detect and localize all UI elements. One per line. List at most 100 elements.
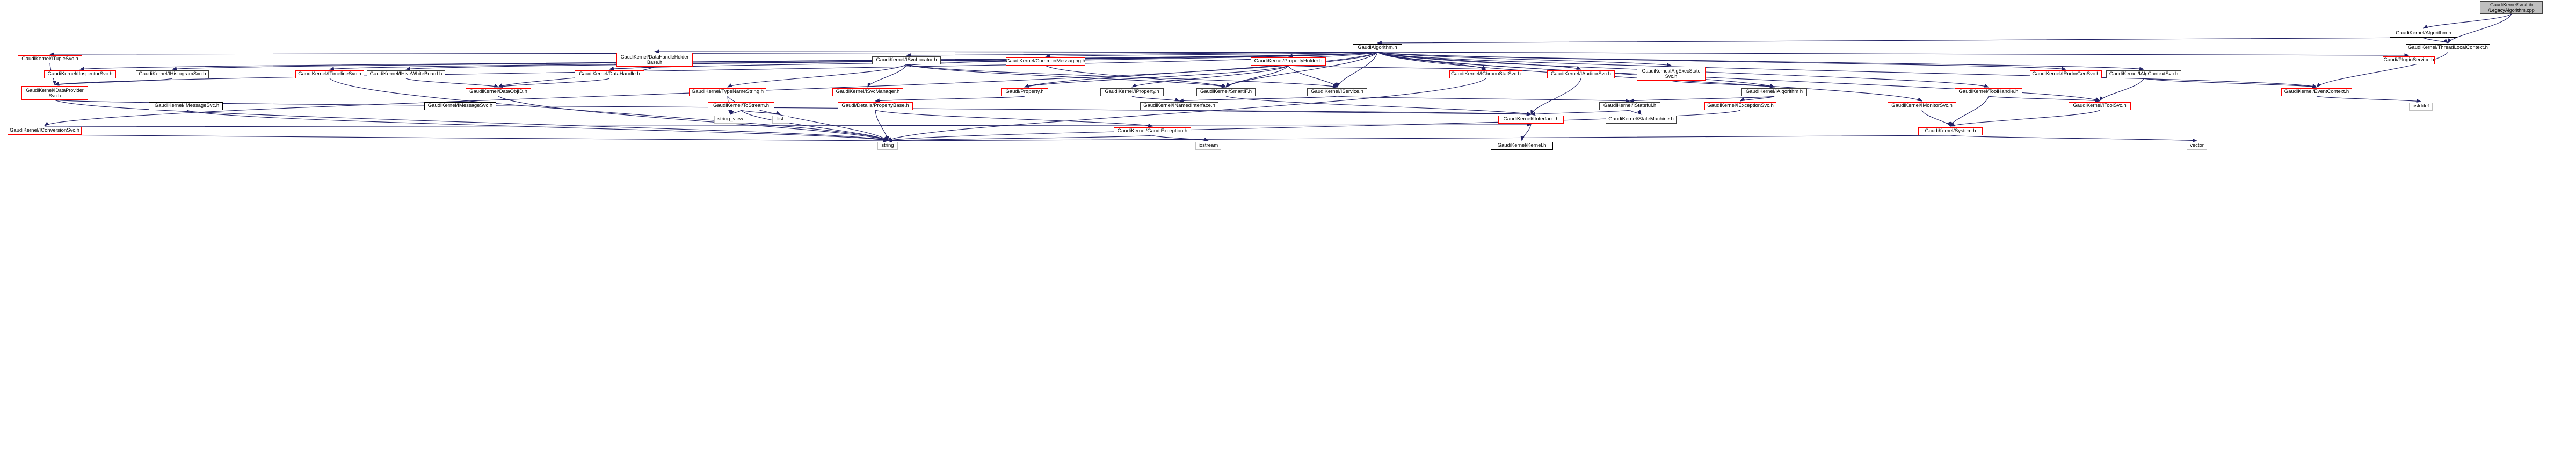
graph-node-ituplesvc[interactable]: GaudiKernel/ITupleSvc.h (18, 55, 82, 63)
edge-algorithm_h-to-algorithm_top (1377, 37, 2424, 45)
graph-node-dataobjid[interactable]: GaudiKernel/DataObjID.h (466, 88, 531, 96)
edge-istateful-to-statemachine (1629, 110, 1642, 115)
edge-idataprovidersvc-to-iinterface (54, 99, 1532, 116)
graph-node-inamedinterface[interactable]: GaudiKernel/INamedInterface.h (1140, 102, 1218, 110)
graph-node-itimelinesvc[interactable]: GaudiKernel/ITimelineSvc.h (295, 70, 364, 78)
edge-root-to-threadlocalctx (2448, 13, 2512, 44)
edge-propertyholder-to-iproperty (1131, 65, 1289, 88)
graph-node-isvclocator[interactable]: GaudiKernel/ISvcLocator.h (872, 56, 941, 64)
graph-node-algorithm_h[interactable]: GaudiKernel/Algorithm.h (2390, 30, 2457, 38)
graph-node-irndmgensvc[interactable]: GaudiKernel/IRndmGenSvc.h (2030, 70, 2102, 78)
edge-smartif-to-iinterface (1225, 96, 1532, 116)
edge-datahandleholder-to-datahandle (609, 66, 655, 70)
graph-node-ialgorithm[interactable]: GaudiKernel/IAlgorithm.h (1741, 88, 1807, 96)
graph-node-string_view[interactable]: string_view (714, 116, 746, 124)
edge-algorithm_top-to-irndmgensvc (1377, 52, 2066, 71)
edge-algorithm_top-to-inspectorsvc (79, 52, 1378, 71)
edge-isvclocator-to-isvcmanager (867, 64, 907, 88)
graph-node-itoolsvc[interactable]: GaudiKernel/IToolSvc.h (2069, 102, 2131, 110)
edge-iservice-to-inamedinterface (1179, 96, 1338, 103)
graph-node-propertybase[interactable]: Gaudi/Details/PropertyBase.h (838, 102, 913, 110)
edge-toolhandle-to-system_h (1950, 96, 1989, 127)
graph-node-pluginservice[interactable]: Gaudi/PluginService.h (2383, 56, 2435, 64)
edge-imessagesvc-to-string (186, 110, 888, 142)
edge-ihistogramsvc-to-idataprovidersvc (54, 78, 173, 86)
graph-node-eventcontext[interactable]: GaudiKernel/EventContext.h (2281, 88, 2352, 96)
edge-algorithm_h-to-threadlocalctx (2423, 37, 2449, 44)
graph-node-vector[interactable]: vector (2187, 142, 2207, 150)
graph-node-iauditorsvc[interactable]: GaudiKernel/IAuditorSvc.h (1547, 70, 1615, 78)
graph-node-isvcmanager[interactable]: GaudiKernel/ISvcManager.h (832, 88, 903, 96)
graph-node-statemachine[interactable]: GaudiKernel/StateMachine.h (1606, 116, 1677, 124)
edge-iservice-to-istateful (1337, 96, 1630, 103)
graph-node-commonmessaging[interactable]: GaudiKernel/CommonMessaging.h (1006, 57, 1085, 66)
edge-propertyholder-to-smartif (1225, 65, 1289, 88)
edge-gaudi_property-to-propertybase (875, 96, 1025, 103)
graph-node-ialgcontextsvc[interactable]: GaudiKernel/IAlgContextSvc.h (2106, 70, 2181, 78)
graph-node-system_h[interactable]: GaudiKernel/System.h (1918, 127, 1983, 135)
graph-node-string[interactable]: string (877, 142, 898, 150)
graph-node-gaudi_property[interactable]: Gaudi/Property.h (1001, 88, 1048, 96)
graph-node-toolhandle[interactable]: GaudiKernel/ToolHandle.h (1955, 88, 2022, 96)
graph-node-propertyholder[interactable]: GaudiKernel/PropertyHolder.h (1251, 57, 1326, 66)
graph-node-ichronostatsvc[interactable]: GaudiKernel/IChronoStatSvc.h (1449, 70, 1522, 78)
graph-node-istateful[interactable]: GaudiKernel/IStateful.h (1599, 102, 1660, 110)
edge-system_h-to-vector (1950, 135, 2197, 142)
edge-algorithm_top-to-iauditorsvc (1377, 52, 1581, 70)
graph-node-iostream[interactable]: iostream (1195, 142, 1221, 150)
graph-node-iproperty[interactable]: GaudiKernel/IProperty.h (1100, 88, 1164, 96)
edge-algorithm_top-to-isvclocator (906, 52, 1378, 57)
edge-ialgcontextsvc-to-eventcontext (2143, 78, 2317, 88)
graph-node-typenamestring[interactable]: GaudiKernel/TypeNameString.h (689, 88, 766, 96)
edge-tostream-to-string_view (730, 110, 742, 115)
edge-toolhandle-to-itoolsvc (1988, 96, 2100, 103)
edge-commonmessaging-to-smartif (1045, 65, 1227, 88)
edge-isvclocator-to-typenamestring (727, 64, 907, 88)
graph-node-imessagesvc[interactable]: GaudiKernel/IMessageSvc.h (151, 102, 223, 110)
edge-datahandle-to-dataobjid (498, 78, 610, 88)
graph-node-ialgexecstatesvc[interactable]: GaudiKernel/IAlgExecState Svc.h (1637, 67, 1706, 81)
graph-node-kernel_h[interactable]: GaudiKernel/Kernel.h (1491, 142, 1553, 150)
graph-node-ihistogramsvc[interactable]: GaudiKernel/IHistogramSvc.h (136, 70, 209, 78)
graph-node-ihivewhiteboard[interactable]: GaudiKernel/IHiveWhiteBoard.h (367, 70, 445, 78)
graph-node-imonitorsvc[interactable]: GaudiKernel/IMonitorSvc.h (1888, 102, 1956, 110)
graph-node-messagesvc_b[interactable]: GaudiKernel/IMessageSvc.h (424, 102, 496, 110)
graph-node-tostream[interactable]: GaudiKernel/ToStream.h (708, 102, 774, 110)
edge-inamedinterface-to-iinterface (1179, 110, 1532, 117)
edge-itimelinesvc-to-string (329, 78, 888, 141)
edge-isvclocator-to-iservice (906, 64, 1338, 88)
graph-node-idataprovidersvc[interactable]: GaudiKernel/IDataProvider Svc.h (21, 86, 88, 100)
edge-algorithm_top-to-commonmessaging (1045, 52, 1378, 59)
edge-ialgexecstatesvc-to-ialgorithm (1671, 80, 1775, 88)
graph-node-list[interactable]: list (772, 116, 788, 124)
graph-node-iconversionsvc[interactable]: GaudiKernel/IConversionSvc.h (8, 127, 82, 135)
edge-tostream-to-list (741, 110, 781, 115)
graph-node-threadlocalctx[interactable]: GaudiKernel/ThreadLocalContext.h (2406, 44, 2490, 52)
graph-node-algorithm_top[interactable]: GaudiAlgorithm.h (1353, 44, 1402, 52)
edge-algorithm_top-to-propertyholder (1288, 52, 1378, 57)
edge-tostream-to-string (741, 110, 888, 141)
graph-node-iinterface[interactable]: GaudiKernel/IInterface.h (1498, 116, 1564, 124)
graph-node-datahandle[interactable]: GaudiKernel/DataHandle.h (575, 70, 644, 78)
graph-node-inspectorsvc[interactable]: GaudiKernel/IInspectorSvc.h (44, 70, 116, 78)
edge-dataobjid-to-string (498, 96, 888, 141)
graph-node-root[interactable]: GaudiKernel/src/Lib /LegacyAlgorithm.cpp (2480, 1, 2543, 14)
graph-node-iservice[interactable]: GaudiKernel/IService.h (1307, 88, 1367, 96)
edge-gaudiexception-to-string (887, 135, 1153, 142)
edge-algorithm_top-to-ituplesvc (49, 52, 1378, 56)
edge-ihivewhiteboard-to-dataobjid (405, 78, 499, 88)
edge-algorithm_top-to-iservice (1336, 52, 1378, 88)
edge-algorithm_top-to-ialgorithm (1377, 52, 1775, 88)
edge-algorithm_top-to-idataprovidersvc (54, 52, 1378, 85)
graph-node-smartif[interactable]: GaudiKernel/SmartIF.h (1196, 88, 1256, 96)
edge-algorithm_top-to-eventcontext (1377, 52, 2317, 88)
graph-node-cstddef[interactable]: cstddef (2409, 103, 2433, 111)
edge-algorithm_top-to-ialgexecstatesvc (1377, 52, 1672, 67)
edge-algorithm_top-to-ialgcontextsvc (1377, 52, 2144, 71)
edge-iproperty-to-inamedinterface (1131, 96, 1180, 102)
graph-node-gaudiexception[interactable]: GaudiKernel/GaudiException.h (1114, 127, 1191, 135)
graph-node-datahandleholder[interactable]: GaudiKernel/DataHandleHolder Base.h (616, 53, 693, 67)
edge-gaudiexception-to-iostream (1152, 135, 1209, 141)
graph-node-iexceptionsvc[interactable]: GaudiKernel/IExceptionSvc.h (1704, 102, 1776, 110)
